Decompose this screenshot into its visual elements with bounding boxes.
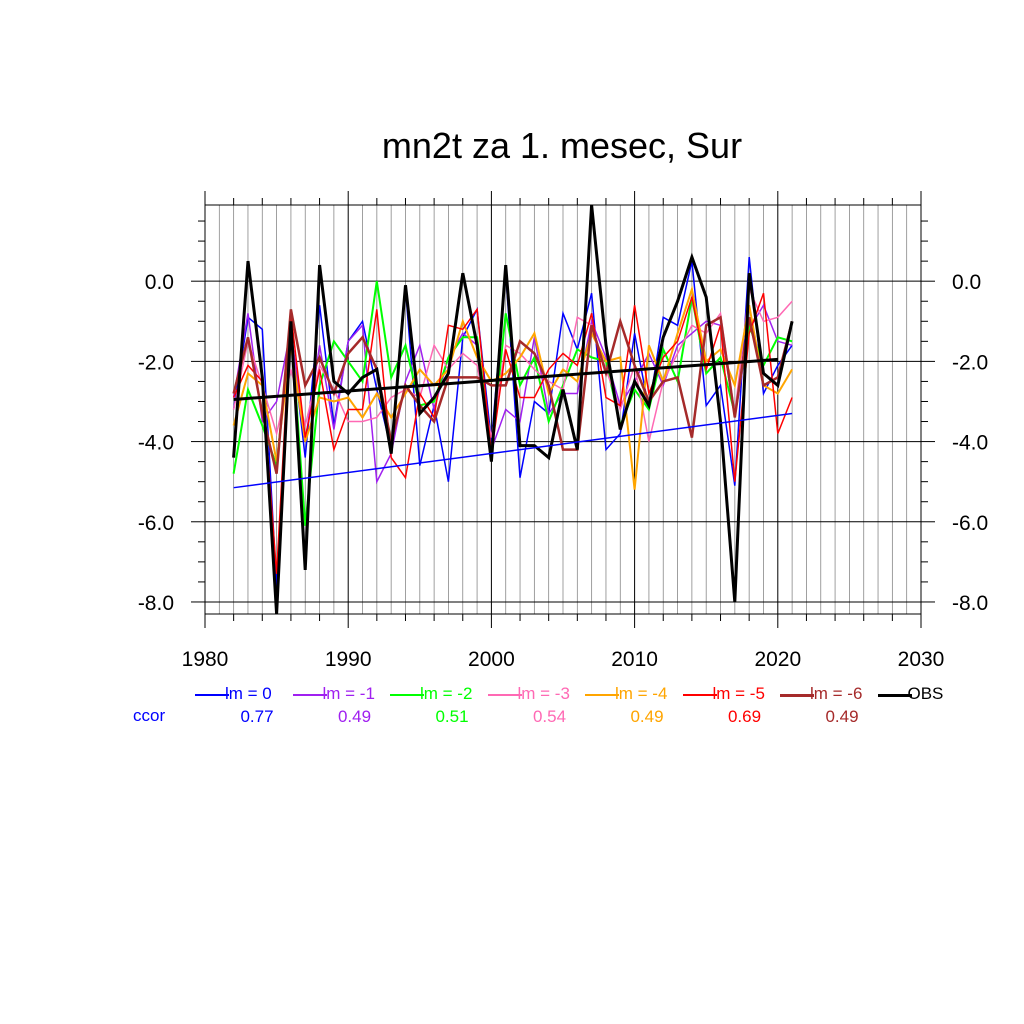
x-tick-label: 2010 xyxy=(611,648,658,671)
ccor-value: 0.49 xyxy=(630,707,664,726)
ccor-label: ccor xyxy=(133,706,166,725)
ccor-value: 0.69 xyxy=(727,707,762,726)
legend-swatch xyxy=(390,694,424,696)
chart-title: mn2t za 1. mesec, Sur xyxy=(382,125,742,166)
x-tick-label: 2030 xyxy=(898,648,945,671)
y-tick-label-right: -8.0 xyxy=(952,592,988,615)
ccor-value: 0.54 xyxy=(532,707,567,726)
trend-line xyxy=(233,357,778,401)
y-tick-label: -2.0 xyxy=(138,351,174,374)
y-tick-label-right: 0.0 xyxy=(952,271,981,294)
y-tick-label: -8.0 xyxy=(138,592,174,615)
legend-swatch xyxy=(877,694,912,697)
legend-label: lm = -5 xyxy=(712,684,765,703)
axis-ticks xyxy=(191,191,935,628)
ccor-value: 0.77 xyxy=(240,707,274,726)
y-tick-label-right: -2.0 xyxy=(952,351,988,374)
x-tick-label: 1990 xyxy=(325,648,372,671)
legend-swatch xyxy=(585,694,619,696)
y-tick-label-right: -6.0 xyxy=(952,512,988,535)
legend-label: lm = 0 xyxy=(225,684,272,703)
x-tick-label: 1980 xyxy=(182,648,229,671)
y-tick-label: -6.0 xyxy=(138,512,174,535)
legend-swatch xyxy=(682,694,717,696)
legend: lm = 0 0.77 lm = -1 0.49 lm = -2 0.51 lm = -3 0… xyxy=(195,683,955,733)
tick-labels: 1980 1990 2000 2010 2020 2030 0.0 0.0 -2.0 -2.0 -4… xyxy=(138,271,988,671)
legend-label: lm = -6 xyxy=(810,684,863,703)
legend-swatch xyxy=(195,694,229,696)
trend-line xyxy=(233,412,793,489)
grid xyxy=(205,205,921,614)
y-tick-label-right: -4.0 xyxy=(952,432,988,455)
legend-swatch xyxy=(780,694,814,697)
ccor-value: 0.49 xyxy=(825,707,859,726)
plot-series xyxy=(232,204,794,615)
legend-label: lm = -2 xyxy=(420,684,473,703)
x-tick-label: 2000 xyxy=(468,648,515,671)
series-line xyxy=(232,204,794,615)
ccor-value: 0.49 xyxy=(337,707,372,726)
legend-label: lm = -4 xyxy=(615,684,668,703)
ccor-value: 0.51 xyxy=(435,707,469,726)
legend-swatch xyxy=(292,694,327,696)
y-tick-label: -4.0 xyxy=(138,432,174,455)
y-tick-label: 0.0 xyxy=(145,271,174,294)
legend-label: lm = -1 xyxy=(322,684,375,703)
plot-frame xyxy=(204,204,922,615)
legend-swatch xyxy=(487,694,522,696)
legend-label: lm = -3 xyxy=(517,684,570,703)
legend-label: OBS xyxy=(907,684,944,703)
x-tick-label: 2020 xyxy=(754,648,801,671)
